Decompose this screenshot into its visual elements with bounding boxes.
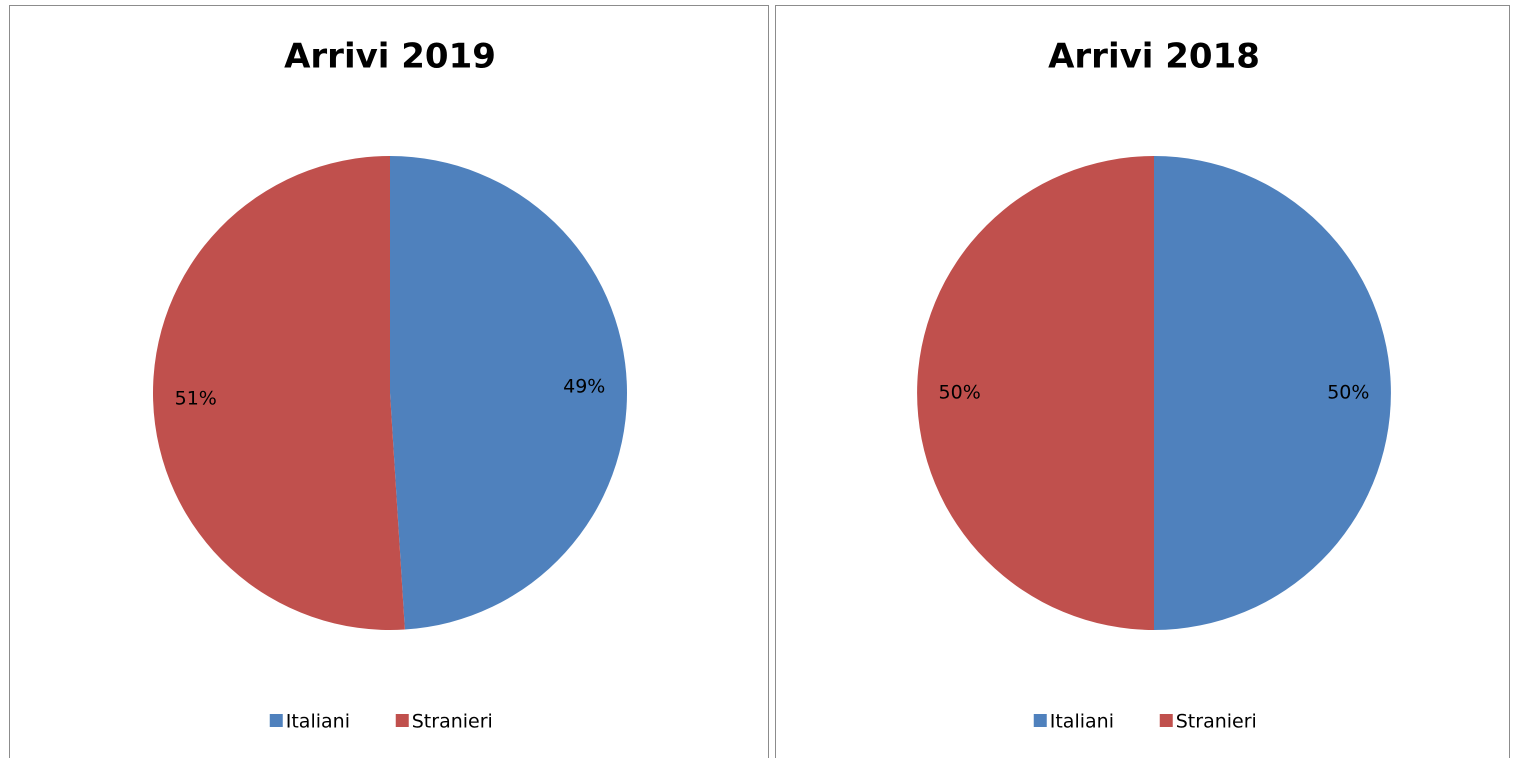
data-label: 51% xyxy=(175,388,217,410)
data-label: 49% xyxy=(563,375,605,397)
legend-label: Italiani xyxy=(1050,711,1114,733)
legend-label: Stranieri xyxy=(1176,711,1257,733)
legend-swatch xyxy=(269,714,283,727)
legend-label: Italiani xyxy=(286,711,350,733)
pie-slice xyxy=(917,156,1154,630)
legend-label: Stranieri xyxy=(412,711,493,733)
pie-slice xyxy=(390,156,627,630)
chart-title: Arrivi 2018 xyxy=(1048,37,1260,77)
data-label: 50% xyxy=(1327,382,1369,404)
legend-swatch xyxy=(1033,714,1047,727)
legend-swatch xyxy=(395,714,409,727)
legend-swatch xyxy=(1159,714,1173,727)
data-label: 50% xyxy=(939,382,981,404)
pie-slice xyxy=(1154,156,1391,630)
chart-title: Arrivi 2019 xyxy=(284,37,496,77)
pie-slice xyxy=(152,156,405,630)
